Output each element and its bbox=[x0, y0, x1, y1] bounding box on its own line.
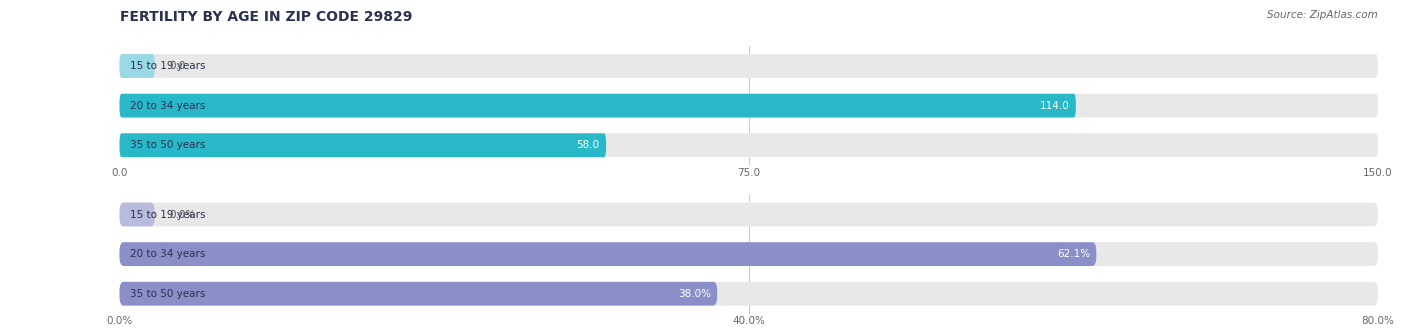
FancyBboxPatch shape bbox=[120, 203, 1378, 226]
FancyBboxPatch shape bbox=[120, 203, 155, 226]
Text: 62.1%: 62.1% bbox=[1057, 249, 1090, 259]
Text: 58.0: 58.0 bbox=[576, 140, 600, 150]
Text: FERTILITY BY AGE IN ZIP CODE 29829: FERTILITY BY AGE IN ZIP CODE 29829 bbox=[120, 10, 412, 24]
Text: 20 to 34 years: 20 to 34 years bbox=[129, 101, 205, 111]
FancyBboxPatch shape bbox=[120, 282, 717, 306]
FancyBboxPatch shape bbox=[120, 242, 1378, 266]
FancyBboxPatch shape bbox=[120, 133, 606, 157]
Text: 35 to 50 years: 35 to 50 years bbox=[129, 140, 205, 150]
Text: 0.0: 0.0 bbox=[170, 61, 186, 71]
FancyBboxPatch shape bbox=[120, 242, 1097, 266]
Text: 38.0%: 38.0% bbox=[678, 289, 711, 299]
Text: Source: ZipAtlas.com: Source: ZipAtlas.com bbox=[1267, 10, 1378, 20]
FancyBboxPatch shape bbox=[120, 282, 1378, 306]
Text: 20 to 34 years: 20 to 34 years bbox=[129, 249, 205, 259]
FancyBboxPatch shape bbox=[120, 54, 155, 78]
Text: 0.0%: 0.0% bbox=[170, 210, 195, 219]
FancyBboxPatch shape bbox=[120, 54, 1378, 78]
Text: 15 to 19 years: 15 to 19 years bbox=[129, 210, 205, 219]
Text: 35 to 50 years: 35 to 50 years bbox=[129, 289, 205, 299]
FancyBboxPatch shape bbox=[120, 94, 1378, 117]
Text: 114.0: 114.0 bbox=[1040, 101, 1070, 111]
FancyBboxPatch shape bbox=[120, 94, 1076, 117]
FancyBboxPatch shape bbox=[120, 133, 1378, 157]
Text: 15 to 19 years: 15 to 19 years bbox=[129, 61, 205, 71]
